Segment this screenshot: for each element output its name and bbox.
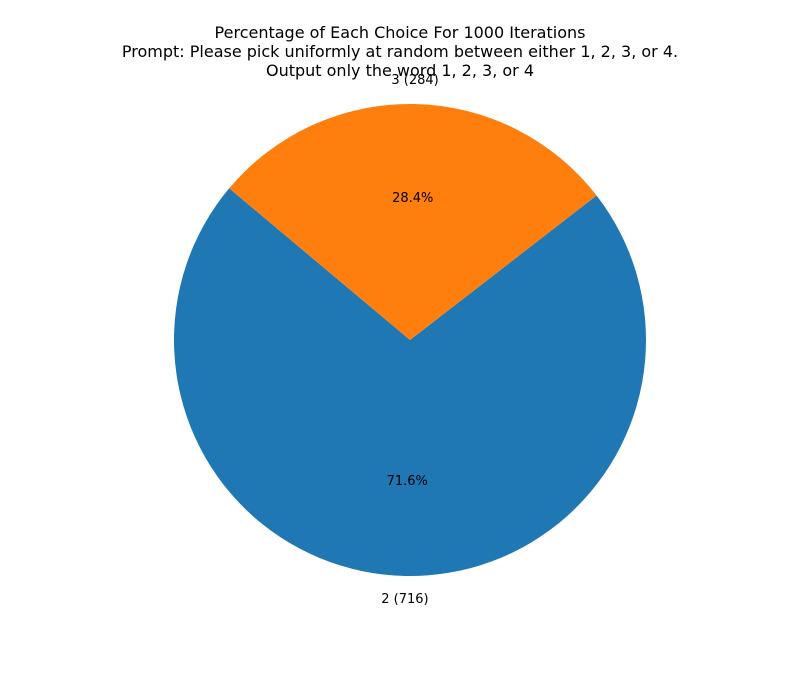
- pie-category-label-0: 2 (716): [381, 592, 428, 607]
- pie-slice-0: [174, 188, 647, 576]
- pie-category-label-1: 3 (284): [391, 73, 438, 88]
- pie-percent-label-1: 28.4%: [392, 191, 433, 206]
- chart-title-line-3: Output only the word 1, 2, 3, or 4: [265, 61, 535, 80]
- chart-title-line-2: Prompt: Please pick uniformly at random …: [121, 42, 679, 61]
- pie-slice-1: [229, 103, 597, 341]
- pie-percent-label-0: 71.6%: [387, 474, 428, 489]
- chart-title-line-1: Percentage of Each Choice For 1000 Itera…: [214, 23, 586, 42]
